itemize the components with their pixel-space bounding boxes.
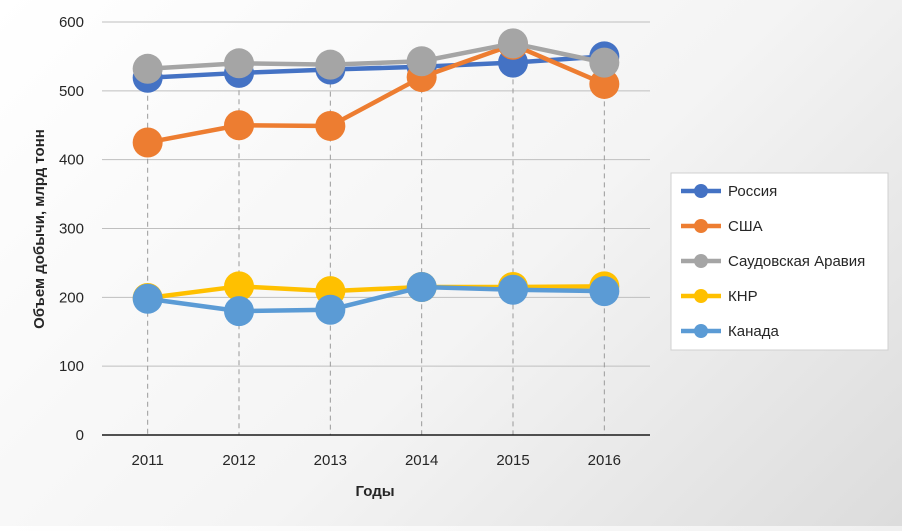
legend-swatch-marker bbox=[694, 184, 708, 198]
data-point bbox=[498, 274, 528, 305]
y-tick-label: 600 bbox=[59, 14, 84, 31]
y-tick-label: 300 bbox=[59, 221, 84, 238]
series-line bbox=[145, 41, 607, 72]
data-point bbox=[224, 110, 254, 141]
x-tick-label: 2013 bbox=[314, 452, 347, 469]
data-point bbox=[315, 110, 346, 141]
x-tick-label: 2011 bbox=[132, 452, 164, 469]
x-tick-label: 2015 bbox=[496, 452, 529, 469]
y-tick-label: 500 bbox=[59, 83, 84, 100]
x-tick-label: 2016 bbox=[588, 452, 621, 469]
legend-item: КНР bbox=[681, 288, 758, 305]
legend-item: Канада bbox=[681, 323, 779, 340]
data-point bbox=[589, 276, 620, 307]
legend-label: Канада bbox=[728, 323, 779, 340]
drop-lines bbox=[147, 43, 605, 435]
series-line bbox=[145, 284, 607, 301]
data-point bbox=[315, 49, 346, 80]
legend: Россия США Саудовская Аравия КНР Канада bbox=[670, 172, 889, 351]
x-tick-label: 2014 bbox=[405, 452, 438, 469]
legend-item: Саудовская Аравия bbox=[681, 253, 865, 270]
data-point bbox=[589, 68, 620, 99]
axes: 0 100 200 300 400 500 600 2011 2012 2013 2014 2015 2… bbox=[59, 14, 650, 469]
legend-label: США bbox=[728, 218, 763, 235]
series-line bbox=[145, 54, 607, 81]
legend-swatch-marker bbox=[694, 324, 708, 338]
y-axis-title: Объем добычи, млрд тонн bbox=[31, 129, 48, 329]
legend-swatch-marker bbox=[694, 254, 708, 268]
data-point bbox=[498, 28, 528, 59]
legend-swatch-marker bbox=[694, 219, 708, 233]
series bbox=[132, 28, 620, 327]
data-point bbox=[406, 272, 437, 303]
legend-item: США bbox=[681, 218, 763, 235]
legend-swatch-marker bbox=[694, 289, 708, 303]
y-tick-label: 200 bbox=[59, 289, 84, 306]
x-tick-label: 2012 bbox=[222, 452, 255, 469]
data-point bbox=[132, 53, 163, 84]
data-point bbox=[132, 283, 163, 314]
y-tick-label: 0 bbox=[76, 427, 84, 444]
series-line bbox=[145, 42, 607, 145]
legend-label: Россия bbox=[728, 183, 777, 200]
data-point bbox=[315, 294, 346, 325]
data-point bbox=[224, 296, 254, 327]
data-point bbox=[132, 127, 163, 158]
y-tick-label: 400 bbox=[59, 152, 84, 169]
data-point bbox=[224, 48, 254, 79]
y-tick-label: 100 bbox=[59, 358, 84, 375]
legend-item: Россия bbox=[681, 183, 777, 200]
x-axis-title: Годы bbox=[355, 483, 394, 500]
series-2 bbox=[132, 28, 620, 84]
legend-label: Саудовская Аравия bbox=[728, 253, 865, 270]
series-4 bbox=[132, 272, 620, 327]
series-line bbox=[145, 284, 607, 314]
gridlines bbox=[102, 21, 650, 367]
data-point bbox=[589, 47, 620, 78]
legend-label: КНР bbox=[728, 288, 758, 305]
data-point bbox=[406, 46, 437, 77]
data-point bbox=[224, 271, 254, 302]
